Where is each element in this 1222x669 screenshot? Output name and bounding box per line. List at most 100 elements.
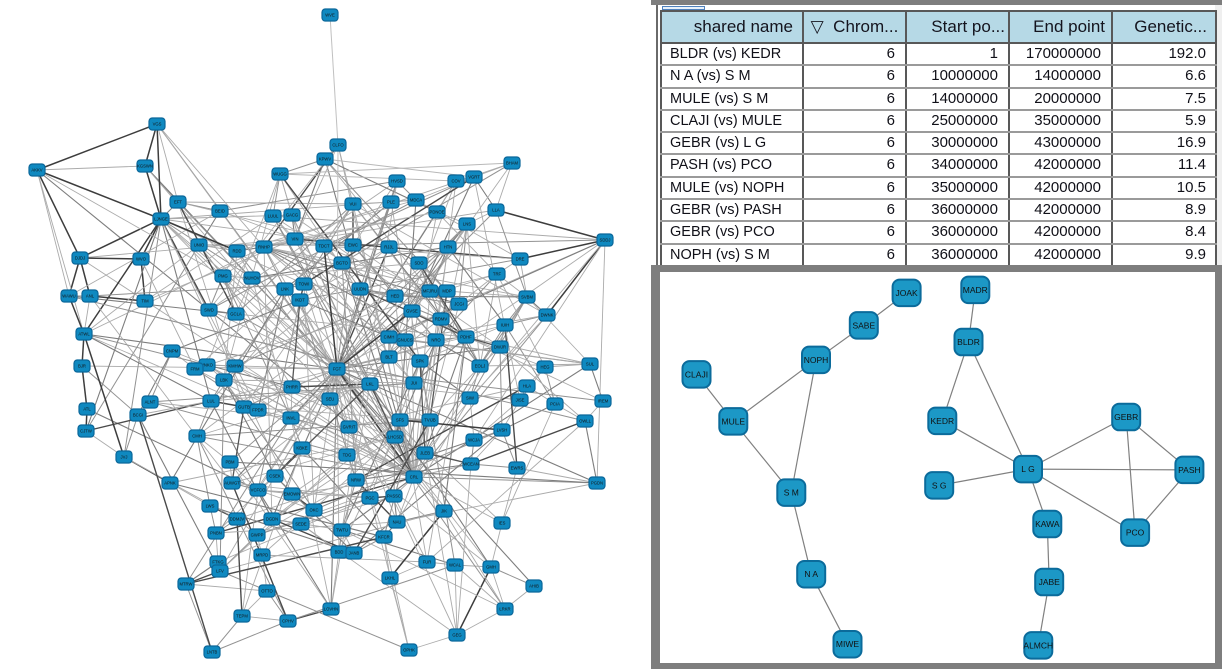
svg-text:IUIH: IUIH: [501, 323, 509, 328]
svg-text:GEG: GEG: [452, 633, 461, 638]
svg-text:GCLA: GCLA: [230, 312, 242, 317]
svg-text:HTN: HTN: [444, 245, 453, 250]
svg-text:LUUL: LUUL: [268, 214, 279, 219]
svg-text:SDO: SDO: [414, 261, 424, 266]
svg-text:EWC: EWC: [348, 243, 358, 248]
svg-text:LKHL: LKHL: [385, 576, 396, 581]
svg-text:NOPH: NOPH: [804, 355, 829, 365]
svg-text:PDHF: PDHF: [460, 335, 472, 340]
svg-text:IKDT: IKDT: [295, 298, 305, 303]
svg-text:NRO: NRO: [431, 338, 441, 343]
svg-text:MDCA: MDCA: [410, 198, 423, 203]
svg-text:JISE: JISE: [516, 398, 525, 403]
svg-text:CSEK: CSEK: [269, 474, 281, 479]
svg-text:L G: L G: [1021, 464, 1034, 474]
svg-text:KEDR: KEDR: [930, 416, 954, 426]
svg-text:KAWA: KAWA: [1035, 519, 1060, 529]
svg-text:RJJL: RJJL: [384, 245, 394, 250]
svg-text:RDD: RDD: [232, 249, 241, 254]
svg-text:JIK: JIK: [441, 509, 447, 514]
svg-text:PNBN: PNBN: [210, 531, 222, 536]
svg-text:LFV: LFV: [216, 569, 224, 574]
svg-text:PASH: PASH: [1178, 465, 1201, 475]
svg-text:MULE: MULE: [721, 416, 745, 426]
svg-text:NAU: NAU: [393, 520, 402, 525]
svg-text:PCO: PCO: [1126, 528, 1145, 538]
svg-text:LHCSD: LHCSD: [388, 435, 402, 440]
svg-text:JABE: JABE: [1039, 577, 1061, 587]
svg-text:SDDJ: SDDJ: [600, 238, 611, 243]
svg-text:DJDJ: DJDJ: [75, 256, 85, 261]
svg-text:KBKE: KBKE: [296, 446, 307, 451]
svg-text:GWPP: GWPP: [251, 533, 264, 538]
svg-text:CIMH: CIMH: [384, 335, 395, 340]
svg-text:DWNK: DWNK: [541, 313, 554, 318]
svg-text:IREM: IREM: [598, 399, 609, 404]
svg-text:TEPM: TEPM: [236, 614, 248, 619]
svg-text:VGS: VGS: [153, 122, 162, 127]
svg-text:BEID: BEID: [215, 209, 225, 214]
svg-text:PGDN: PGDN: [591, 481, 603, 486]
svg-text:ATL: ATL: [83, 407, 91, 412]
svg-text:KMHW: KMHW: [228, 364, 241, 369]
svg-text:GUTB: GUTB: [238, 405, 250, 410]
svg-text:BJR: BJR: [78, 364, 86, 369]
svg-text:DGDN: DGDN: [266, 517, 278, 522]
svg-text:SFS: SFS: [396, 418, 404, 423]
svg-text:EOLJ: EOLJ: [475, 364, 485, 369]
svg-text:JANB: JANB: [349, 551, 360, 556]
svg-text:BLDR: BLDR: [957, 337, 980, 347]
svg-text:MDP: MDP: [442, 289, 452, 294]
svg-text:RDMV: RDMV: [435, 317, 448, 322]
svg-text:HLA: HLA: [523, 384, 531, 389]
svg-text:AHIB: AHIB: [529, 584, 539, 589]
svg-text:LNS: LNS: [463, 222, 471, 227]
svg-text:HEG: HEG: [540, 365, 549, 370]
svg-text:OWLL: OWLL: [579, 419, 592, 424]
svg-text:ANL: ANL: [86, 294, 95, 299]
svg-text:FGT: FGT: [333, 367, 342, 372]
svg-text:JVJ: JVJ: [121, 455, 128, 460]
svg-text:PASSC: PASSC: [387, 494, 401, 499]
svg-text:BHAM: BHAM: [506, 161, 519, 166]
svg-text:GVSE: GVSE: [406, 309, 418, 314]
svg-text:KPWV: KPWV: [319, 157, 332, 162]
svg-text:RNHP: RNHP: [258, 245, 270, 250]
svg-text:WAWU: WAWU: [62, 294, 75, 299]
svg-text:OTTO: OTTO: [261, 589, 273, 594]
svg-text:FRM: FRM: [190, 367, 200, 372]
svg-text:AUWGT: AUWGT: [224, 481, 240, 486]
svg-text:PMG: PMG: [218, 274, 228, 279]
svg-text:WUGG: WUGG: [273, 172, 287, 177]
svg-text:PCIA: PCIA: [550, 402, 560, 407]
svg-text:WCEAN: WCEAN: [463, 462, 479, 467]
svg-text:VCFCO: VCFCO: [251, 488, 266, 493]
svg-text:OPHK: OPHK: [403, 648, 415, 653]
svg-text:PLE: PLE: [387, 200, 395, 205]
svg-text:CPHV: CPHV: [282, 619, 294, 624]
svg-text:UNIO: UNIO: [194, 243, 205, 248]
svg-text:VNKO: VNKO: [201, 363, 214, 368]
svg-text:EFT: EFT: [174, 200, 182, 205]
svg-text:N A: N A: [804, 569, 818, 579]
svg-text:LVSH: LVSH: [497, 428, 508, 433]
svg-text:TWTU: TWTU: [336, 528, 348, 533]
svg-text:AKKV: AKKV: [31, 168, 42, 173]
svg-text:BDD: BDD: [335, 550, 344, 555]
svg-text:JLEB: JLEB: [420, 451, 430, 456]
svg-text:JCGI: JCGI: [454, 302, 464, 307]
svg-text:PHRR: PHRR: [286, 385, 298, 390]
svg-text:GNUCS: GNUCS: [397, 338, 412, 343]
svg-text:CJTW: CJTW: [80, 429, 92, 434]
svg-text:SABE: SABE: [852, 320, 875, 330]
svg-text:LNK: LNK: [281, 287, 289, 292]
svg-text:CMH: CMH: [192, 434, 202, 439]
svg-text:BLT: BLT: [385, 355, 393, 360]
svg-text:LUL: LUL: [207, 399, 215, 404]
svg-text:LRKR: LRKR: [499, 607, 510, 612]
svg-text:LNTB: LNTB: [207, 650, 218, 655]
svg-text:GVRIT: GVRIT: [343, 425, 356, 430]
svg-text:PGC: PGC: [365, 496, 374, 501]
svg-text:LOVHN: LOVHN: [324, 607, 338, 612]
svg-text:BGTO: BGTO: [336, 261, 349, 266]
